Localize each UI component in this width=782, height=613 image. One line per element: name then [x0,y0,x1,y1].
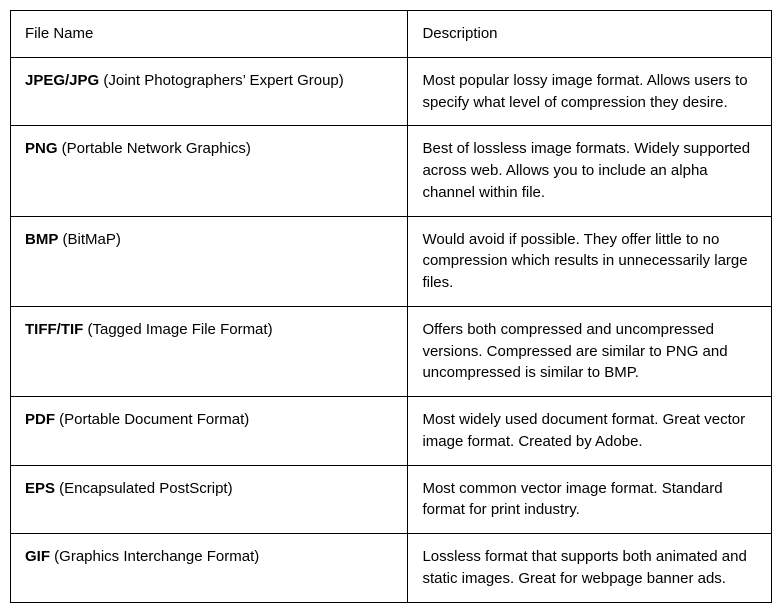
format-abbr: BMP [25,231,58,248]
format-full: (Tagged Image File Format) [83,321,272,338]
cell-description: Lossless format that supports both anima… [408,534,772,603]
cell-description: Most common vector image format. Standar… [408,465,772,534]
format-abbr: JPEG/JPG [25,72,99,89]
format-abbr: TIFF/TIF [25,321,83,338]
table-header-row: File Name Description [11,11,772,58]
format-full: (Graphics Interchange Format) [50,548,259,565]
format-full: (Portable Network Graphics) [58,140,251,157]
format-abbr: EPS [25,480,55,497]
cell-description: Most popular lossy image format. Allows … [408,57,772,126]
format-abbr: PNG [25,140,58,157]
format-full: (Encapsulated PostScript) [55,480,233,497]
format-full: (Portable Document Format) [55,411,249,428]
table-row: JPEG/JPG (Joint Photographers’ Expert Gr… [11,57,772,126]
table-row: PDF (Portable Document Format) Most wide… [11,397,772,466]
header-filename: File Name [11,11,408,58]
cell-filename: BMP (BitMaP) [11,216,408,306]
cell-filename: GIF (Graphics Interchange Format) [11,534,408,603]
cell-description: Offers both compressed and uncompressed … [408,306,772,396]
format-full: (Joint Photographers’ Expert Group) [99,72,344,89]
format-full: (BitMaP) [58,231,121,248]
cell-description: Most widely used document format. Great … [408,397,772,466]
cell-description: Would avoid if possible. They offer litt… [408,216,772,306]
cell-filename: PNG (Portable Network Graphics) [11,126,408,216]
table-row: BMP (BitMaP) Would avoid if possible. Th… [11,216,772,306]
table-row: GIF (Graphics Interchange Format) Lossle… [11,534,772,603]
cell-description: Best of lossless image formats. Widely s… [408,126,772,216]
cell-filename: EPS (Encapsulated PostScript) [11,465,408,534]
table-row: PNG (Portable Network Graphics) Best of … [11,126,772,216]
table-row: EPS (Encapsulated PostScript) Most commo… [11,465,772,534]
format-abbr: PDF [25,411,55,428]
file-formats-table: File Name Description JPEG/JPG (Joint Ph… [10,10,772,603]
cell-filename: JPEG/JPG (Joint Photographers’ Expert Gr… [11,57,408,126]
table-row: TIFF/TIF (Tagged Image File Format) Offe… [11,306,772,396]
cell-filename: PDF (Portable Document Format) [11,397,408,466]
header-description: Description [408,11,772,58]
format-abbr: GIF [25,548,50,565]
cell-filename: TIFF/TIF (Tagged Image File Format) [11,306,408,396]
